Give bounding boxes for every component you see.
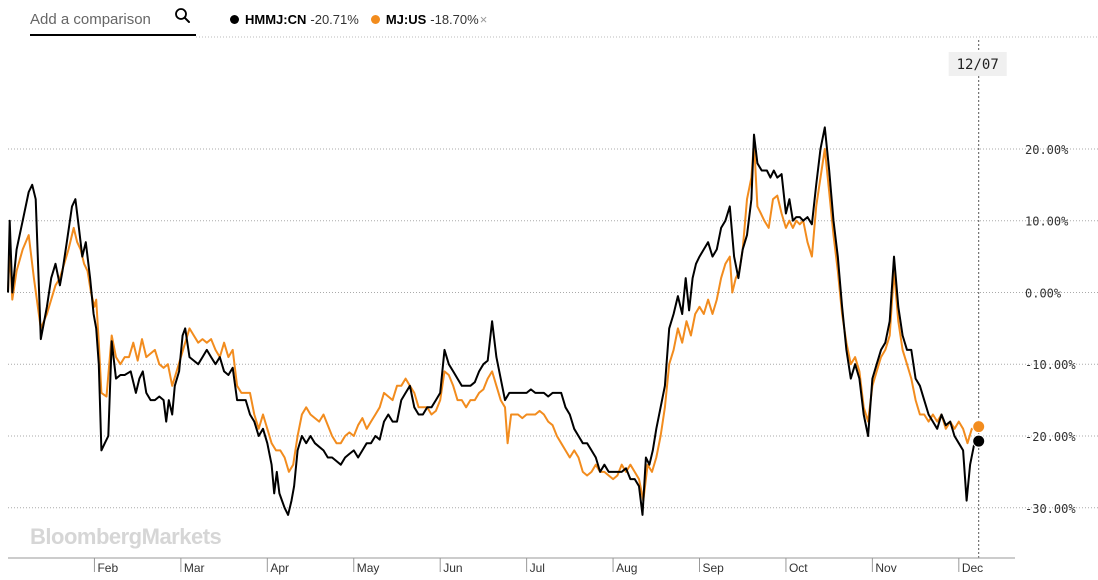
x-tick-label: Jun (443, 561, 462, 575)
legend: HMMJ:CN -20.71% MJ:US -18.70% × (230, 9, 499, 29)
y-tick-label: -20.00% (1025, 430, 1076, 444)
y-tick-label: 10.00% (1025, 215, 1069, 229)
bloomberg-watermark: BloombergMarkets (30, 524, 222, 549)
x-tick-label: Nov (875, 561, 896, 575)
series-lines (7, 126, 980, 516)
y-tick-label: 20.00% (1025, 143, 1069, 157)
series-line (7, 126, 980, 516)
crosshair-date-box (948, 52, 1007, 76)
legend-item-hmmj[interactable]: HMMJ:CN -20.71% (230, 12, 359, 27)
x-tick-label: May (357, 561, 380, 575)
x-tick-label: Dec (962, 561, 983, 575)
y-axis: 20.00% 10.00% 0.00% -10.00% -20.00% -30.00% (1025, 143, 1076, 516)
legend-change: -18.70% (430, 11, 479, 27)
gridlines (8, 148, 1098, 509)
x-tick-label: Oct (789, 561, 808, 575)
search-icon[interactable] (174, 7, 192, 25)
legend-item-mj[interactable]: MJ:US -18.70% × (370, 11, 488, 27)
x-axis: Feb Mar Apr May Jun Jul Aug Sep Oct Nov Dec (8, 557, 1015, 575)
comparison-search (30, 4, 196, 36)
y-tick-label: -10.00% (1025, 358, 1076, 372)
x-tick-label: Apr (270, 561, 289, 575)
hmmj-dot-icon (230, 14, 239, 24)
comparison-search-input[interactable] (30, 6, 170, 32)
series-line (7, 140, 980, 502)
legend-change: -20.71% (310, 11, 359, 27)
y-tick-label: -30.00% (1025, 502, 1076, 516)
x-tick-label: Mar (184, 561, 205, 575)
x-tick-label: Jul (530, 561, 545, 575)
series-end-marker (972, 420, 986, 434)
x-tick-label: Aug (616, 561, 637, 575)
crosshair-date-label: 12/07 (957, 57, 999, 73)
x-tick-label: Sep (703, 561, 725, 575)
x-tick-label: Feb (97, 561, 118, 575)
mj-dot-icon (370, 14, 380, 24)
top-bar: HMMJ:CN -20.71% MJ:US -18.70% × (0, 0, 1098, 40)
y-tick-label: 0.00% (1025, 286, 1062, 300)
remove-comparison-icon[interactable]: × (479, 11, 488, 27)
series-end-marker (972, 434, 986, 448)
legend-ticker: MJ:US (385, 11, 427, 27)
legend-ticker: HMMJ:CN (245, 11, 307, 27)
crosshair: 12/07 (948, 40, 1007, 558)
